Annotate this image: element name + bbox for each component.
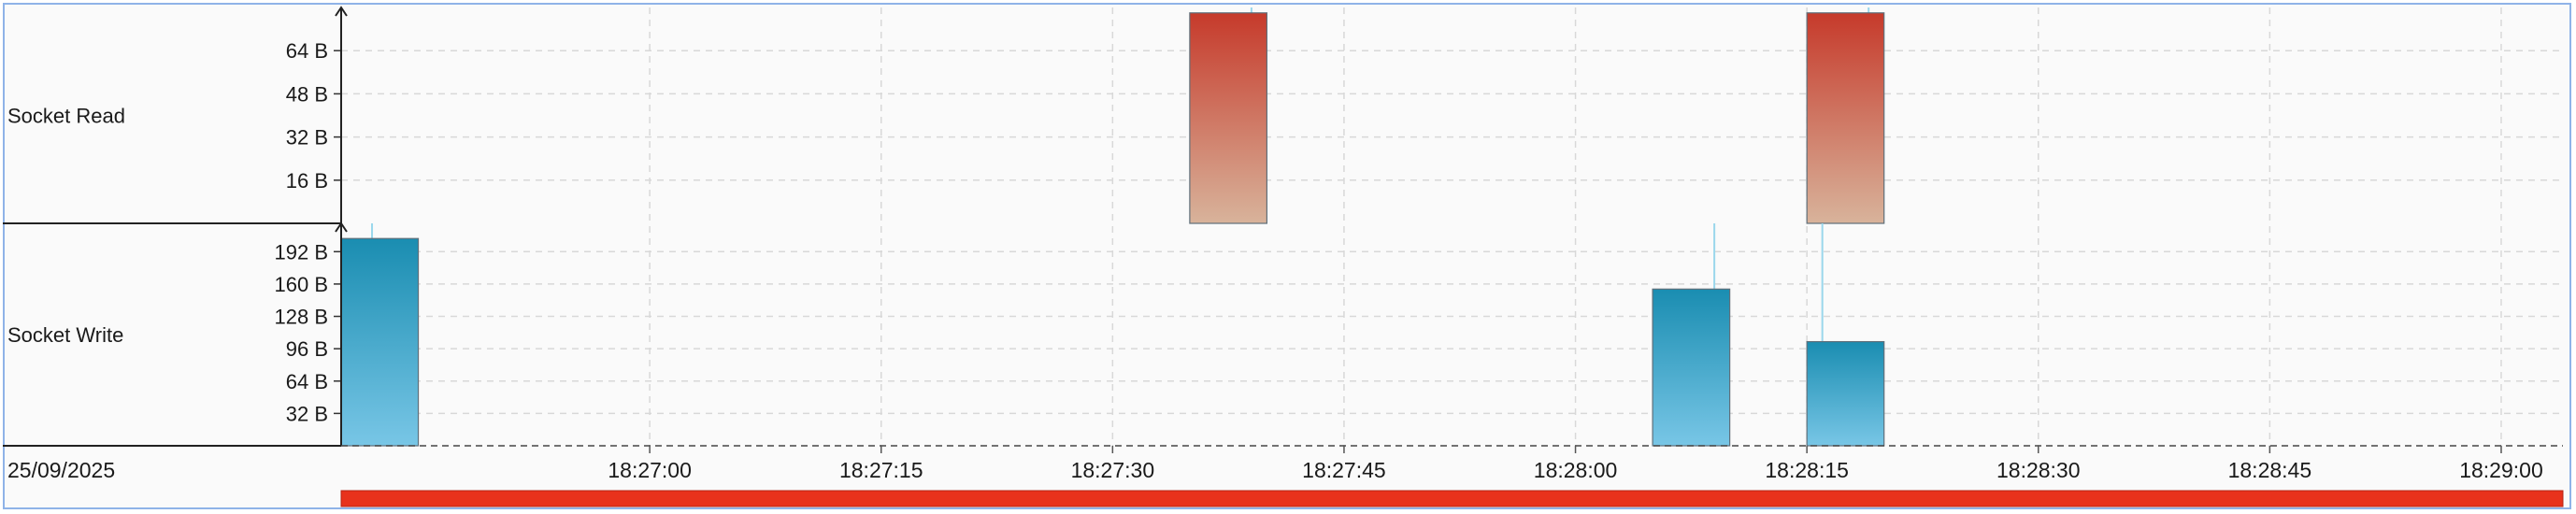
y-tick-label: 32 B	[286, 126, 328, 150]
y-axis-arrow	[335, 6, 348, 17]
socket-read-bar[interactable]	[1189, 12, 1268, 224]
x-tick-label: 18:29:00	[2459, 458, 2543, 482]
socket-write-bar[interactable]	[340, 237, 420, 447]
lane-label: Socket Read	[7, 105, 125, 128]
y-tick-label: 96 B	[286, 337, 328, 361]
y-tick-label: 128 B	[275, 306, 329, 329]
y-tick-label: 32 B	[286, 402, 328, 425]
y-tick-label: 64 B	[286, 39, 328, 63]
x-tick-label: 18:28:45	[2228, 458, 2312, 482]
x-tick-label: 18:27:00	[608, 458, 692, 482]
time-range-selector[interactable]	[340, 490, 2564, 507]
y-tick-label: 16 B	[286, 169, 328, 193]
socket-write-bar[interactable]	[1806, 340, 1885, 447]
y-tick-label: 192 B	[275, 240, 329, 264]
y-tick-label: 48 B	[286, 82, 328, 106]
x-tick-label: 18:27:45	[1302, 458, 1386, 482]
socket-read-bar[interactable]	[1806, 12, 1885, 224]
chart-frame	[3, 3, 2571, 509]
date-label: 25/09/2025	[7, 458, 115, 482]
x-tick-label: 18:28:30	[1996, 458, 2081, 482]
y-tick-label: 160 B	[275, 273, 329, 296]
x-tick-label: 18:28:15	[1765, 458, 1849, 482]
socket-write-bar[interactable]	[1652, 288, 1731, 447]
lane-label: Socket Write	[7, 323, 123, 347]
x-tick-label: 18:27:30	[1071, 458, 1155, 482]
x-tick-label: 18:27:15	[839, 458, 923, 482]
y-tick-label: 64 B	[286, 370, 328, 393]
x-tick-label: 18:28:00	[1534, 458, 1618, 482]
